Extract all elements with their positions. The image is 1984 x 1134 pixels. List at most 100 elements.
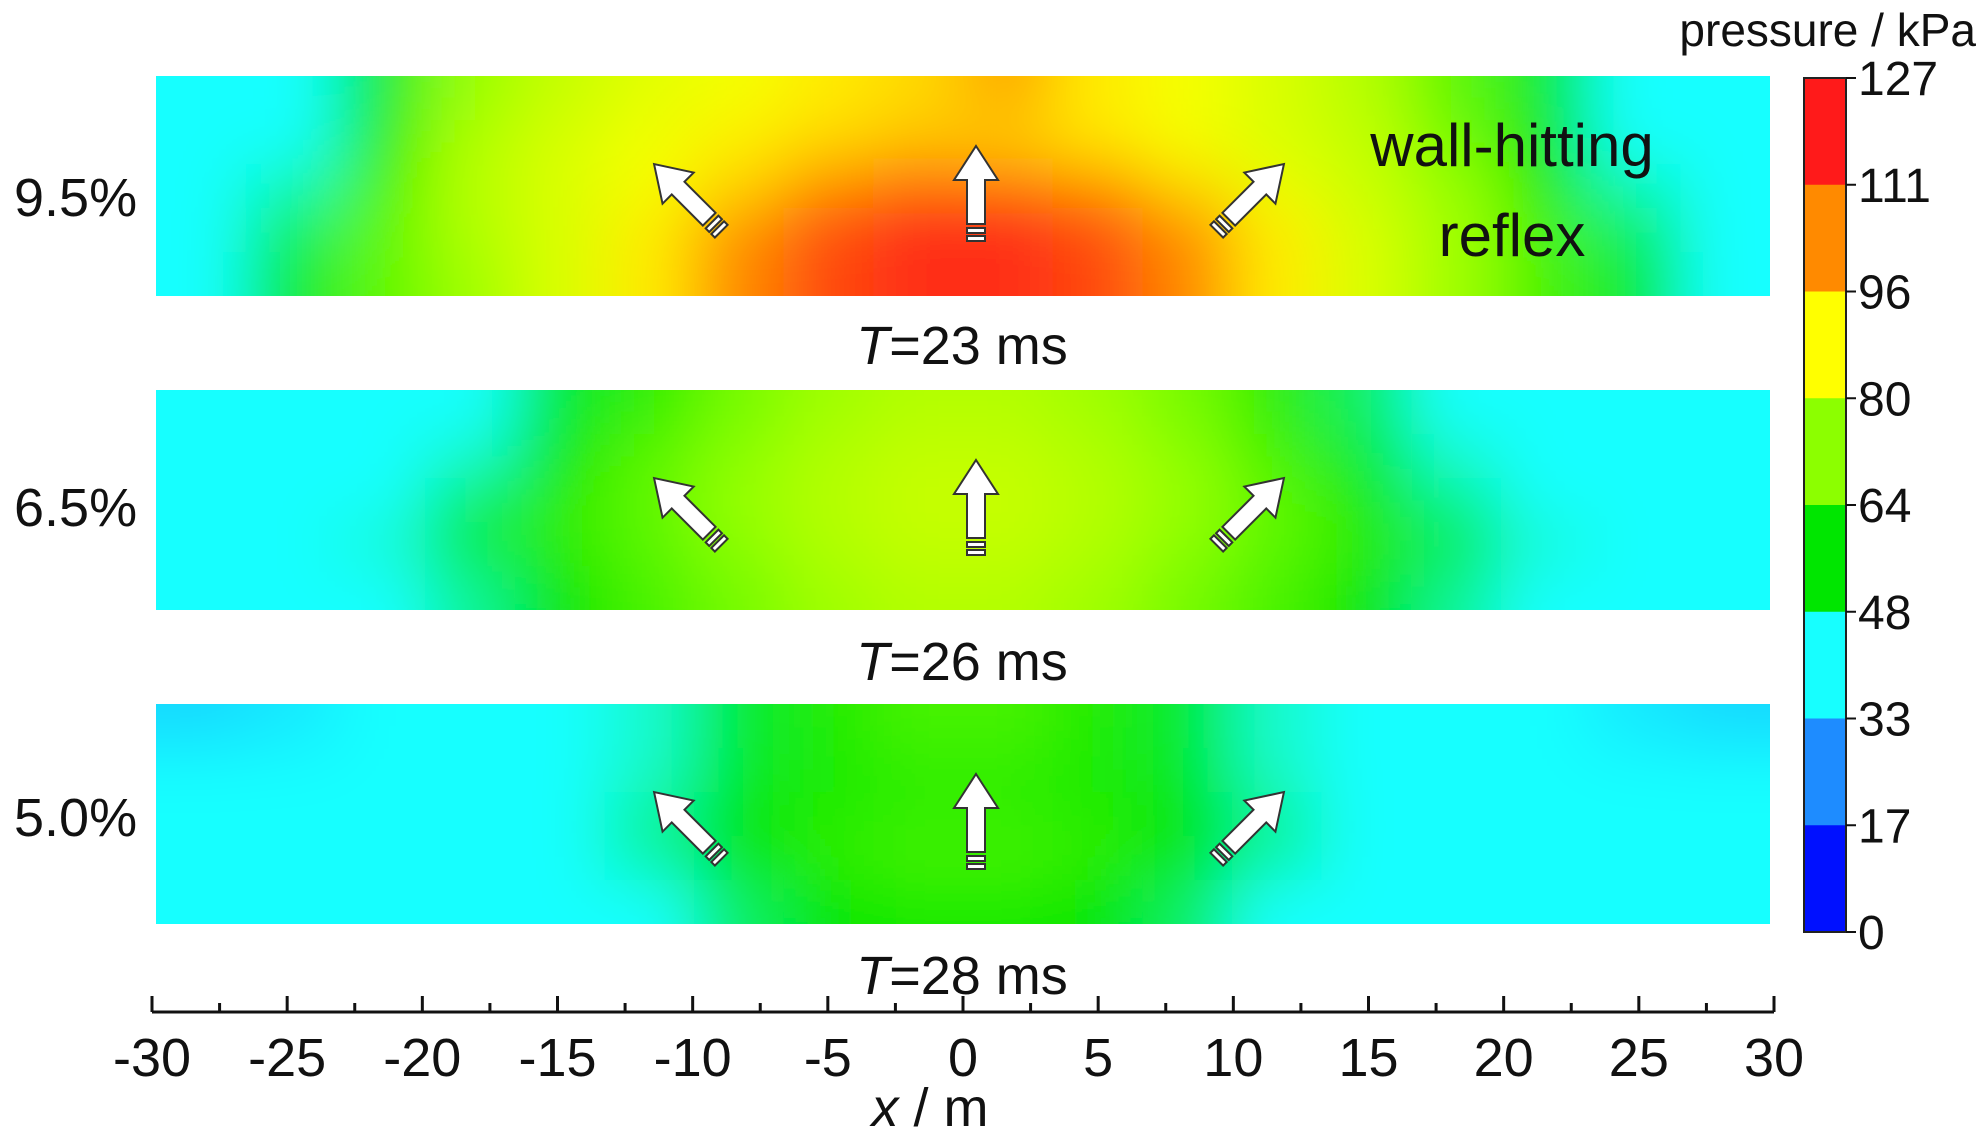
field-cells: [0, 302, 1951, 699]
field-cell: [1411, 616, 1502, 661]
field-cell: [1501, 478, 1592, 523]
field-cell: [156, 76, 157, 121]
field-cell: [425, 610, 516, 655]
field-cell: [694, 76, 785, 77]
field-cell: [1322, 0, 1413, 33]
field-cell: [1590, 880, 1682, 924]
field-cell: [1590, 252, 1682, 296]
field-cell: [425, 704, 516, 705]
time-label-middle: T=26 ms: [856, 632, 1068, 692]
field-cell: [1680, 748, 1770, 793]
field-cell: [1232, 340, 1323, 385]
field-cell: [1591, 296, 1682, 341]
field-cell: [694, 610, 785, 655]
x-axis: -30 -25 -20 -15 -10 -5 0 5 10 15 20 25 30 x / m: [113, 996, 1804, 1134]
field-cell: [1680, 566, 1770, 610]
field-cell: [156, 748, 247, 793]
pressure-field-middle: [0, 302, 1951, 699]
field-cell: [335, 704, 426, 705]
field-cell: [1321, 164, 1413, 209]
field-cell: [1411, 924, 1502, 969]
arrow-right-icon: [1208, 790, 1286, 868]
colorbar-tick-label: 48: [1858, 587, 1911, 640]
field-cell: [1321, 792, 1413, 837]
field-cell: [783, 390, 875, 435]
field-cell: [1501, 76, 1592, 77]
field-cell: [1321, 748, 1413, 793]
colorbar-segments: [1803, 77, 1847, 933]
field-cell: [1590, 836, 1682, 881]
field-cell: [604, 390, 695, 391]
field-cell: [694, 968, 785, 1013]
field-cell: [1322, 340, 1413, 385]
field-cell: [783, 522, 875, 567]
time-label-top: T=23 ms: [856, 316, 1068, 376]
field-cell: [1501, 880, 1592, 924]
field-cell: [1142, 0, 1233, 33]
field-cell: [1501, 302, 1592, 347]
field-cell: [1321, 208, 1413, 253]
field-cell: [1411, 390, 1502, 435]
field-cell: [1590, 390, 1682, 391]
field-cell: [514, 76, 606, 77]
field-cell: [783, 880, 875, 924]
field-cell: [694, 478, 785, 523]
field-cell: [873, 76, 964, 121]
field-cell: [694, 880, 785, 924]
field-cell: [1052, 704, 1144, 749]
field-cell: [156, 924, 247, 969]
field-cell: [1501, 120, 1592, 165]
field-cell: [783, 434, 875, 479]
field-cell: [0, 616, 67, 661]
field-cell: [1501, 390, 1592, 391]
field-cell: [1411, 704, 1502, 705]
field-cell: [1052, 164, 1144, 209]
colorbar-segment: [1804, 505, 1846, 613]
field-cell: [156, 0, 247, 33]
field-cell: [1590, 566, 1682, 610]
panel-middle: [0, 302, 1951, 699]
field-cell: [1590, 792, 1682, 837]
field-cell: [604, 616, 695, 661]
field-cell: [156, 208, 247, 253]
arrow-up-icon: [952, 144, 1000, 242]
field-cell: [156, 302, 247, 347]
field-cell: [0, 0, 67, 33]
field-cell: [1590, 76, 1682, 77]
field-cell: [1590, 208, 1682, 253]
field-cell: [0, 346, 67, 391]
field-cell: [1501, 340, 1592, 385]
field-cell: [1590, 704, 1682, 749]
field-cell: [604, 76, 695, 121]
field-cell: [1232, 704, 1323, 749]
field-cell: [1411, 0, 1502, 33]
field-cell: [156, 76, 247, 77]
time-label-bottom: T=28 ms: [856, 946, 1068, 1006]
field-cell: [1142, 792, 1233, 837]
field-cell: [515, 340, 606, 385]
x-axis-ticks: -30 -25 -20 -15 -10 -5 0 5 10 15 20 25 30: [113, 996, 1804, 1088]
field-cell: [66, 302, 157, 347]
field-cell: [1052, 748, 1144, 793]
field-cell: [1411, 880, 1502, 924]
field-cell: [1232, 302, 1323, 347]
field-cell: [1501, 390, 1592, 435]
field-cell: [963, 252, 1054, 296]
field-cell: [1411, 340, 1502, 385]
field-cell: [1232, 704, 1323, 705]
colorbar-ticks: 127 111 96 80 64 48 33 17 0: [1846, 53, 1938, 960]
field-cell: [514, 836, 606, 881]
field-cell: [156, 522, 247, 567]
field-cell: [1232, 296, 1323, 341]
field-cell: [514, 390, 606, 391]
field-cell: [783, 76, 875, 121]
field-cell: [0, 566, 67, 611]
field-cell: [0, 654, 67, 699]
field-cell: [156, 704, 157, 749]
field-cell: [1142, 164, 1233, 209]
field-cell: [1860, 434, 1951, 479]
field-cell: [1501, 522, 1592, 567]
field-cell: [245, 76, 337, 77]
field-cell: [425, 522, 516, 567]
field-cell: [335, 0, 426, 33]
